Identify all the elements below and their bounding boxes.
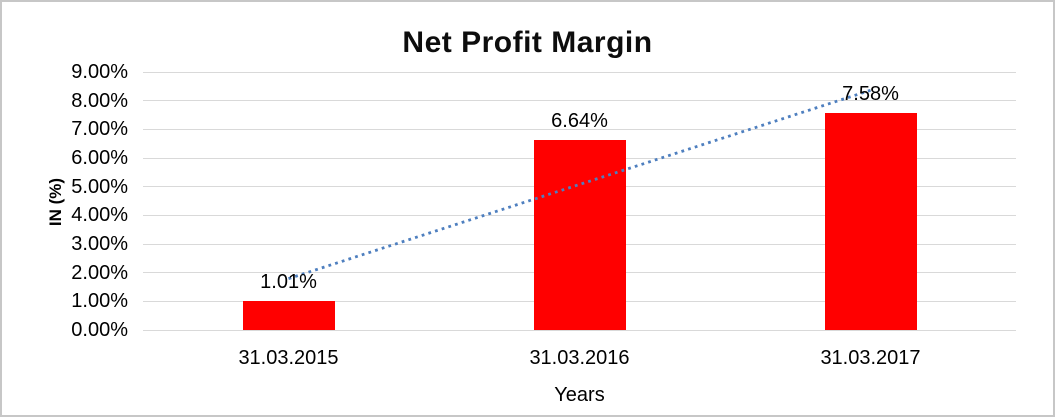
bar	[824, 112, 917, 330]
x-category-label: 31.03.2017	[820, 347, 921, 369]
plot-area: 1.01% 6.64% 7.58%	[143, 71, 1016, 331]
y-tick-label: 6.00%	[71, 147, 128, 169]
y-tick-label: 0.00%	[71, 319, 128, 341]
bar	[533, 139, 626, 330]
y-axis-tick-labels: 9.00% 8.00% 7.00% 6.00% 5.00% 4.00% 3.00% 2.00%…	[2, 61, 128, 341]
x-category-label: 31.03.2016	[529, 347, 630, 369]
y-tick-label: 9.00%	[71, 61, 128, 83]
y-tick-label: 7.00%	[71, 118, 128, 141]
y-tick-label: 8.00%	[71, 89, 128, 112]
bar	[242, 301, 335, 330]
x-axis-title: Years	[554, 384, 605, 406]
y-tick-label: 2.00%	[71, 261, 128, 284]
y-tick-label: 1.00%	[71, 290, 128, 313]
chart-title: Net Profit Margin	[402, 26, 653, 59]
x-axis-labels: 31.03.2015 31.03.2016 31.03.2017	[143, 346, 1016, 370]
y-tick-label: 5.00%	[71, 175, 128, 198]
x-category-label: 31.03.2015	[238, 347, 339, 369]
gridline	[143, 100, 1016, 102]
gridline	[143, 329, 1016, 331]
gridline	[143, 128, 1016, 130]
bar-data-label: 1.01%	[260, 271, 317, 294]
bar-data-label: 7.58%	[842, 82, 899, 105]
y-tick-label: 4.00%	[71, 204, 128, 227]
y-tick-label: 3.00%	[71, 233, 128, 255]
gridline	[143, 71, 1016, 73]
bar-data-label: 6.64%	[551, 109, 608, 132]
